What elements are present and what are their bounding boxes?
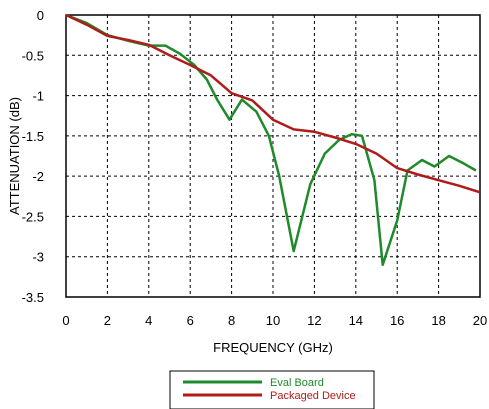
x-tick-label: 4 [145,313,152,328]
y-tick-labels: 0 -0.5 -1 -1.5 -2 -2.5 -3 -3.5 [22,8,44,305]
x-tick-labels: 0 2 4 6 8 10 12 14 16 18 20 [62,313,487,328]
x-tick-label: 14 [349,313,363,328]
x-tick-label: 2 [104,313,111,328]
series-line-packaged-device [65,13,481,194]
legend: Eval Board Packaged Device [169,370,375,409]
y-tick-label: -3 [32,250,44,265]
y-tick-label: -3.5 [22,290,44,305]
y-tick-label: -2.5 [22,209,44,224]
series-line-eval-board [65,13,477,267]
plot-frame [65,14,481,298]
y-axis-label: ATTENUATION (dB) [7,97,22,215]
x-tick-label: 20 [473,313,487,328]
y-tick-label: -1.5 [22,129,44,144]
x-tick-label: 8 [228,313,235,328]
y-tick-label: -0.5 [22,48,44,63]
x-tick-label: 16 [390,313,404,328]
legend-label-packaged-device: Packaged Device [270,390,356,402]
y-tick-label: 0 [37,8,44,23]
x-tick-label: 0 [62,313,69,328]
series-lines [65,13,481,267]
x-tick-label: 6 [187,313,194,328]
x-tick-label: 12 [307,313,321,328]
legend-label-eval-board: Eval Board [270,377,324,389]
y-tick-label: -1 [32,89,44,104]
grid-lines [66,15,480,297]
legend-box [169,370,375,409]
x-tick-label: 10 [266,313,280,328]
x-axis-label: FREQUENCY (GHz) [213,340,333,355]
x-tick-label: 18 [431,313,445,328]
y-tick-label: -2 [32,169,44,184]
